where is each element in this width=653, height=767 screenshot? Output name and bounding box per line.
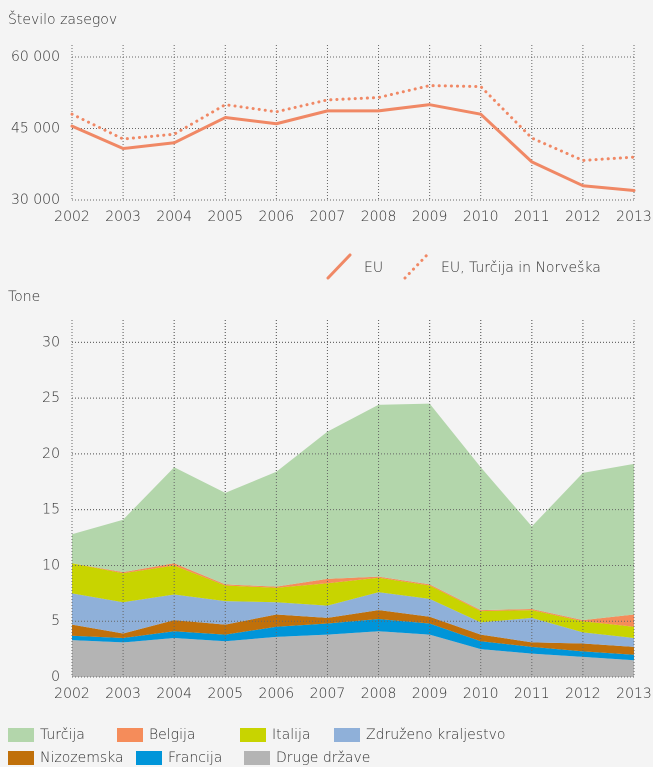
x-tick-label: 2012 (565, 209, 601, 225)
x-tick-label: 2007 (310, 686, 346, 702)
x-tick-label: 2010 (463, 209, 499, 225)
legend-label: Belgija (149, 727, 195, 743)
x-tick-label: 2008 (361, 686, 397, 702)
area-series (72, 563, 634, 638)
x-tick-label: 2004 (156, 686, 192, 702)
legend-swatch (244, 751, 270, 765)
x-tick-label: 2002 (54, 209, 90, 225)
chart-title: Število zasegov (8, 10, 117, 28)
legend-label: Nizozemska (40, 750, 124, 766)
y-tick-label: 0 (51, 669, 60, 685)
area-series (72, 618, 634, 661)
y-tick-label: 10 (42, 557, 60, 573)
legend-swatch (8, 728, 34, 742)
x-tick-label: 2008 (361, 209, 397, 225)
legend-icon (403, 253, 429, 280)
x-tick-label: 2012 (565, 686, 601, 702)
legend-label: Italija (272, 727, 310, 743)
x-tick-label: 2010 (463, 686, 499, 702)
legend-label: EU, Turčija in Norveška (441, 260, 601, 276)
area-series (72, 403, 634, 621)
legend-label: Turčija (40, 727, 85, 743)
x-tick-label: 2003 (105, 209, 141, 225)
line-series (70, 84, 636, 162)
x-tick-label: 2013 (616, 686, 652, 702)
area-series (72, 592, 634, 647)
x-tick-label: 2013 (616, 209, 652, 225)
y-tick-label: 30 000 (11, 192, 60, 208)
y-tick-label: 60 000 (11, 49, 60, 65)
x-tick-label: 2006 (259, 209, 295, 225)
legend-swatch (136, 751, 162, 765)
x-tick-label: 2002 (54, 686, 90, 702)
x-tick-label: 2009 (412, 209, 448, 225)
legend-swatch (334, 728, 360, 742)
y-tick-label: 25 (42, 390, 60, 406)
legend-swatch (8, 751, 34, 765)
chart-title: Tone (8, 289, 40, 305)
area-series (72, 610, 634, 655)
legend-label: Francija (168, 750, 222, 766)
legend-label: Druge države (276, 750, 370, 766)
x-tick-label: 2005 (207, 209, 243, 225)
legend-label: Združeno kraljestvo (366, 727, 505, 743)
x-tick-label: 2011 (514, 686, 550, 702)
legend-label: EU (364, 260, 383, 276)
y-tick-label: 5 (51, 613, 60, 629)
legend-icon (326, 253, 352, 280)
x-tick-label: 2006 (259, 686, 295, 702)
x-tick-label: 2005 (207, 686, 243, 702)
x-tick-label: 2004 (156, 209, 192, 225)
area-series (72, 631, 634, 677)
x-tick-label: 2007 (310, 209, 346, 225)
x-tick-label: 2003 (105, 686, 141, 702)
y-tick-label: 30 (42, 334, 60, 350)
y-tick-label: 45 000 (11, 121, 60, 137)
line-series (70, 103, 636, 192)
y-tick-label: 20 (42, 446, 60, 462)
x-tick-label: 2009 (412, 686, 448, 702)
y-tick-label: 15 (42, 502, 60, 518)
legend-swatch (117, 728, 143, 742)
legend-swatch (240, 728, 266, 742)
x-tick-label: 2011 (514, 209, 550, 225)
